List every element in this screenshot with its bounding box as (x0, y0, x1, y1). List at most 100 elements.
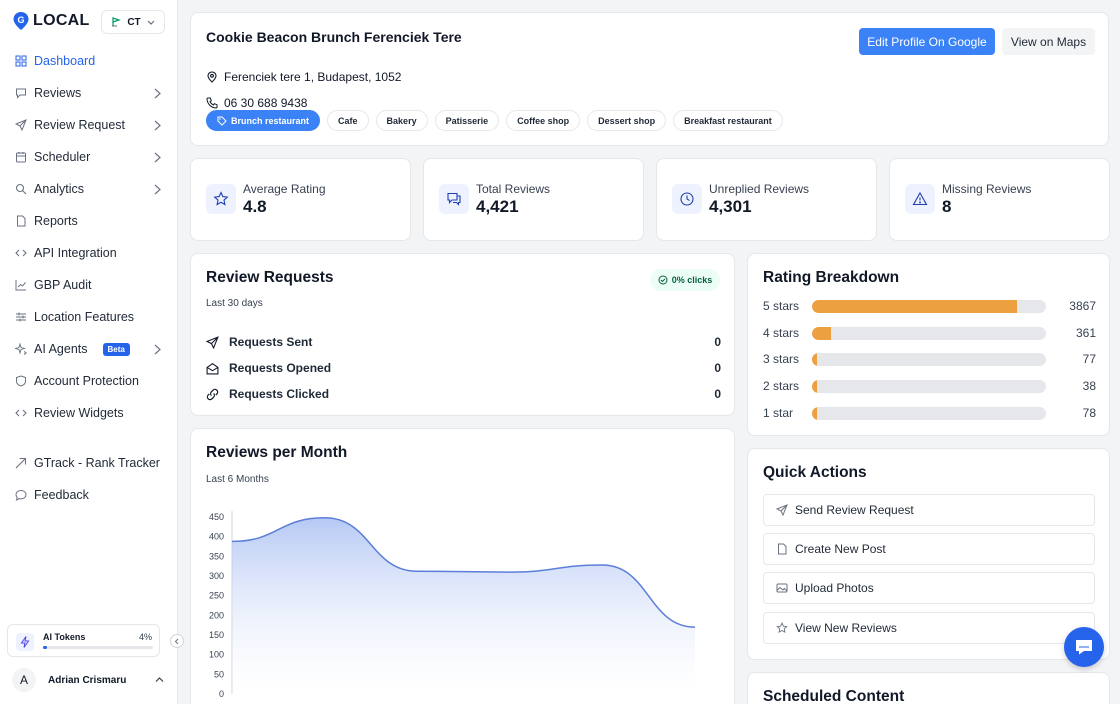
code-icon (15, 409, 27, 417)
arrow-up-right-icon (15, 457, 27, 469)
location-select-value: CT (127, 16, 141, 28)
search-icon (15, 183, 27, 195)
sidebar-item-reviews[interactable]: Reviews (8, 80, 170, 106)
rating-bar-fill (812, 407, 817, 420)
sidebar-item-label: API Integration (34, 246, 117, 260)
warning-icon (905, 184, 935, 214)
sidebar-item-label: Account Protection (34, 374, 139, 388)
ai-tokens-progress-fill (43, 646, 48, 649)
sidebar-item-dashboard[interactable]: Dashboard (8, 48, 170, 74)
card-subtitle: Last 30 days (206, 298, 263, 309)
y-tick-label: 0 (219, 689, 224, 699)
stat-card-unreplied-reviews: Unreplied Reviews 4,301 (656, 158, 877, 241)
sidebar-item-review-widgets[interactable]: Review Widgets (8, 400, 170, 426)
rating-row-count: 361 (1075, 326, 1096, 340)
y-tick-label: 300 (209, 571, 224, 581)
clock-icon (672, 184, 702, 214)
chat-support-button[interactable] (1064, 627, 1104, 667)
grid-icon (15, 55, 27, 67)
clicks-badge: 0% clicks (650, 269, 720, 291)
row-label: Requests Opened (229, 361, 332, 375)
tag-category[interactable]: Patisserie (434, 110, 500, 131)
rating-row-4: 4 stars 361 (763, 326, 1096, 340)
sidebar-item-review-request[interactable]: Review Request (8, 112, 170, 138)
rating-bar-track (812, 380, 1046, 393)
sidebar-item-location-features[interactable]: Location Features (8, 304, 170, 330)
upload-photos-button[interactable]: Upload Photos (763, 572, 1095, 604)
y-tick-label: 150 (209, 630, 224, 640)
card-title: Reviews per Month (206, 444, 348, 461)
sidebar-item-analytics[interactable]: Analytics (8, 176, 170, 202)
file-icon (778, 543, 787, 555)
brand-logo[interactable]: G LOCAL (12, 11, 90, 31)
chart-series-line (231, 517, 696, 628)
tag-category[interactable]: Bakery (375, 110, 428, 131)
sidebar-item-scheduler[interactable]: Scheduler (8, 144, 170, 170)
phone-row: 06 30 688 9438 (206, 96, 307, 110)
beta-badge: Beta (102, 342, 130, 356)
stat-label: Unreplied Reviews (709, 182, 810, 196)
sidebar-item-label: Analytics (34, 182, 85, 196)
business-profile-card: Cookie Beacon Brunch Ferenciek Tere Fere… (190, 12, 1109, 146)
sidebar-item-reports[interactable]: Reports (8, 208, 170, 234)
tag-category[interactable]: Dessert shop (587, 110, 667, 131)
edit-profile-button[interactable]: Edit Profile On Google (859, 28, 995, 55)
card-title: Scheduled Content (763, 688, 905, 704)
stat-label: Average Rating (243, 182, 326, 196)
file-icon (17, 215, 26, 227)
chat-icon (439, 184, 469, 214)
chat-bubble-icon (1076, 640, 1092, 655)
svg-text:G: G (17, 15, 24, 25)
rating-bar-track (812, 353, 1046, 366)
quick-action-label: Send Review Request (795, 503, 914, 517)
sidebar-item-gbp-audit[interactable]: GBP Audit (8, 272, 170, 298)
chevron-right-icon (154, 152, 161, 163)
sidebar-item-label: Reviews (34, 86, 82, 100)
link-icon (206, 388, 219, 400)
view-new-reviews-button[interactable]: View New Reviews (763, 612, 1095, 644)
sidebar-item-feedback[interactable]: Feedback (8, 482, 170, 508)
send-icon (15, 119, 27, 131)
message-icon (15, 489, 27, 501)
y-tick-label: 400 (209, 532, 224, 542)
stat-label: Missing Reviews (942, 182, 1032, 196)
requests-sent-row: Requests Sent 0 (206, 334, 721, 350)
address-row: Ferenciek tere 1, Budapest, 1052 (206, 70, 401, 84)
rating-bar-track (812, 327, 1046, 340)
tag-category[interactable]: Coffee shop (506, 110, 581, 131)
phone-icon (206, 97, 218, 109)
rating-row-label: 1 star (763, 406, 794, 420)
tag-primary-category[interactable]: Brunch restaurant (206, 110, 321, 131)
rating-bar-fill (812, 380, 817, 393)
sidebar-item-label: Review Widgets (34, 406, 124, 420)
quick-action-label: Upload Photos (795, 581, 874, 595)
quick-actions-card: Quick Actions Send Review Request Create… (747, 448, 1110, 660)
tag-category[interactable]: Cafe (327, 110, 369, 131)
sidebar-item-gtrack[interactable]: GTrack - Rank Tracker (8, 450, 170, 476)
rating-row-label: 2 stars (763, 379, 800, 393)
ai-tokens-widget[interactable]: AI Tokens 4% (7, 624, 160, 657)
rating-row-5: 5 stars 3867 (763, 299, 1096, 313)
brand-name: LOCAL (33, 12, 90, 29)
collapse-sidebar-button[interactable] (170, 634, 184, 648)
rating-row-label: 4 stars (763, 326, 800, 340)
stat-value: 4.8 (243, 197, 267, 216)
chevron-up-icon (155, 677, 164, 682)
check-circle-icon (658, 275, 668, 285)
sidebar: G LOCAL CT Dashboard Reviews Review Requ… (0, 0, 184, 704)
location-select[interactable]: CT (101, 10, 165, 34)
view-on-maps-button[interactable]: View on Maps (1002, 28, 1095, 55)
rating-breakdown-card: Rating Breakdown 5 stars 3867 4 stars 36… (747, 253, 1110, 436)
sidebar-item-ai-agents[interactable]: AI Agents Beta (8, 336, 170, 362)
row-label: Requests Clicked (229, 387, 330, 401)
tag-category[interactable]: Breakfast restaurant (673, 110, 783, 131)
stat-value: 8 (942, 197, 952, 216)
chart-points (231, 517, 696, 628)
sidebar-item-api-integration[interactable]: API Integration (8, 240, 170, 266)
rating-row-label: 5 stars (763, 299, 800, 313)
user-menu[interactable]: A Adrian Crismaru (12, 668, 166, 692)
create-new-post-button[interactable]: Create New Post (763, 533, 1095, 565)
avatar: A (12, 668, 36, 692)
sidebar-item-account-protection[interactable]: Account Protection (8, 368, 170, 394)
send-review-request-button[interactable]: Send Review Request (763, 494, 1095, 526)
